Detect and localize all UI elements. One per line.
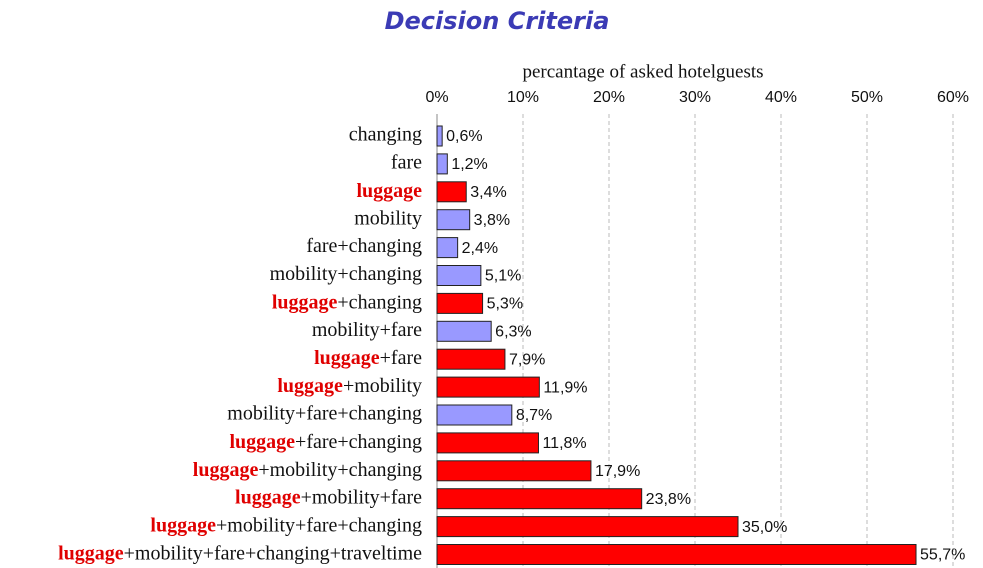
- value-label: 5,3%: [487, 296, 523, 313]
- x-tick-label: 0%: [425, 89, 448, 106]
- category-label: fare+changing: [306, 235, 422, 257]
- bar: [436, 237, 459, 259]
- bar: [436, 320, 492, 342]
- category-label: luggage+mobility+fare+changing: [150, 514, 422, 536]
- bar: [436, 125, 443, 147]
- category-label: mobility+fare+changing: [227, 403, 422, 425]
- bar: [436, 348, 506, 370]
- category-label: luggage+changing: [272, 291, 422, 313]
- bar: [436, 460, 592, 482]
- category-label: luggage+mobility+fare: [235, 486, 422, 508]
- value-label: 17,9%: [595, 463, 640, 480]
- bar: [436, 404, 513, 426]
- value-label: 35,0%: [742, 519, 787, 536]
- value-label: 5,1%: [485, 268, 521, 285]
- value-label: 1,2%: [451, 156, 487, 173]
- x-tick-label: 40%: [765, 89, 797, 106]
- x-tick-label: 20%: [593, 89, 625, 106]
- chart-title: Decision Criteria: [385, 7, 610, 35]
- bar: [436, 292, 484, 314]
- bar: [436, 376, 540, 398]
- category-label: luggage+fare: [314, 347, 422, 369]
- value-label: 23,8%: [646, 491, 691, 508]
- category-label: changing: [349, 124, 422, 146]
- category-label: luggage+mobility+fare+changing+traveltim…: [58, 542, 422, 564]
- category-label: luggage+fare+changing: [229, 430, 422, 452]
- category-label: luggage+mobility: [277, 375, 422, 397]
- category-label: luggage+mobility+changing: [193, 458, 422, 480]
- value-label: 7,9%: [509, 351, 545, 368]
- category-label: mobility+changing: [270, 263, 422, 285]
- bar: [436, 209, 471, 231]
- category-label: luggage: [356, 179, 422, 201]
- category-label: mobility: [354, 207, 422, 229]
- value-label: 0,6%: [446, 128, 482, 145]
- value-label: 55,7%: [920, 547, 965, 564]
- value-label: 3,4%: [470, 184, 506, 201]
- bar: [436, 544, 917, 565]
- value-label: 3,8%: [474, 212, 510, 229]
- category-label: mobility+fare: [312, 319, 422, 341]
- x-axis-title: percantage of asked hotelguests: [522, 61, 763, 82]
- x-tick-label: 10%: [507, 89, 539, 106]
- value-label: 8,7%: [516, 407, 552, 424]
- value-label: 6,3%: [495, 324, 531, 341]
- bar: [436, 265, 482, 286]
- x-tick-label: 60%: [937, 89, 969, 106]
- value-label: 11,8%: [542, 435, 586, 452]
- bar: [436, 181, 467, 203]
- bar: [436, 153, 448, 175]
- bar: [436, 488, 643, 510]
- bar: [436, 516, 739, 538]
- value-label: 2,4%: [462, 240, 498, 257]
- bar: [436, 432, 539, 454]
- x-tick-label: 30%: [679, 89, 711, 106]
- x-tick-label: 50%: [851, 89, 883, 106]
- category-label: fare: [391, 151, 422, 173]
- value-label: 11,9%: [543, 379, 587, 396]
